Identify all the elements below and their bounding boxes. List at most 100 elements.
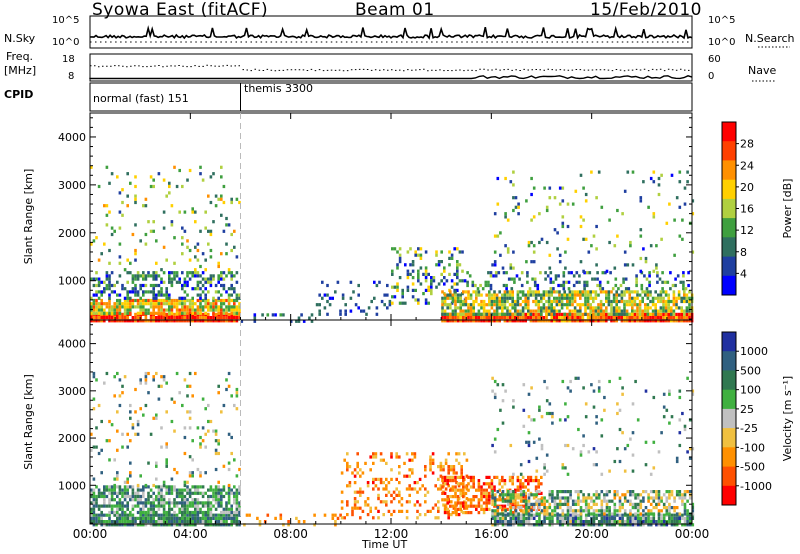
power-cell: [616, 234, 619, 238]
velocity-cell: [597, 389, 601, 393]
power-cell: [129, 261, 132, 265]
power-cell: [131, 298, 135, 303]
power-cell: [504, 215, 507, 219]
power-cell: [220, 274, 223, 278]
power-cell: [204, 302, 207, 306]
power-cell: [620, 316, 624, 320]
power-cell: [571, 202, 575, 206]
power-cell: [450, 256, 454, 260]
power-cell: [623, 303, 626, 307]
power-cell: [121, 305, 124, 309]
velocity-cell: [97, 488, 101, 492]
velocity-cell: [665, 523, 669, 527]
power-cell: [659, 309, 663, 313]
power-cell: [571, 290, 574, 294]
cpid-label: CPID: [4, 88, 34, 101]
velocity-cell: [543, 472, 546, 476]
power-cell: [498, 312, 501, 316]
velocity-cell: [207, 504, 210, 508]
power-cell: [414, 253, 417, 257]
power-cell: [411, 269, 415, 273]
power-cell: [201, 305, 205, 309]
power-cell: [566, 306, 569, 310]
power-cell: [196, 274, 200, 278]
velocity-cell: [147, 498, 150, 502]
power-cell: [204, 305, 207, 309]
velocity-cell: [126, 494, 129, 499]
power-cell: [607, 296, 611, 300]
velocity-cell: [678, 490, 682, 494]
velocity-cell: [629, 516, 632, 520]
velocity-cell: [501, 504, 504, 508]
power-cell: [583, 287, 586, 291]
velocity-cell: [597, 386, 601, 390]
power-cell: [589, 306, 592, 310]
velocity-cell: [540, 509, 544, 513]
power-cell: [598, 287, 602, 291]
power-cell: [643, 274, 646, 278]
velocity-cell: [162, 480, 166, 484]
power-cell: [556, 247, 559, 251]
velocity-cell: [113, 523, 116, 527]
power-cell: [584, 309, 587, 313]
velocity-cell: [152, 498, 155, 502]
power-cell: [536, 287, 540, 291]
power-cell: [469, 316, 473, 320]
power-cell: [136, 293, 140, 297]
power-cell: [633, 309, 637, 313]
power-cell: [168, 319, 171, 323]
power-cell: [560, 306, 564, 310]
power-cell: [212, 172, 215, 176]
velocity-cell: [97, 516, 101, 520]
velocity-cell: [495, 498, 499, 502]
power-cell: [563, 316, 566, 320]
power-cell: [581, 290, 585, 294]
velocity-cell: [451, 488, 455, 492]
velocity-cell: [566, 509, 570, 513]
velocity-cell: [488, 501, 491, 505]
velocity-cell: [472, 475, 475, 479]
velocity-cell: [527, 479, 530, 483]
power-cell: [648, 271, 651, 275]
power-cell: [209, 319, 213, 323]
power-cell: [615, 312, 618, 316]
power-cell: [623, 263, 627, 267]
velocity-cell: [618, 459, 622, 464]
velocity-cell: [460, 471, 463, 475]
power-cell: [530, 192, 533, 197]
power-cell: [567, 287, 571, 291]
velocity-cell: [136, 494, 140, 499]
power-cell: [675, 299, 678, 304]
power-cell: [222, 277, 226, 281]
power-cell: [498, 319, 501, 323]
power-cell: [183, 277, 187, 281]
power-cell: [683, 312, 686, 316]
power-cell: [516, 303, 520, 307]
power-cell: [235, 305, 239, 309]
velocity-cell: [121, 516, 124, 520]
velocity-cell: [424, 493, 427, 497]
power-cell: [432, 276, 436, 280]
power-cell: [168, 305, 171, 309]
power-cell: [230, 319, 233, 323]
velocity-cell: [196, 491, 200, 495]
power-cell: [463, 279, 467, 283]
velocity-cell: [558, 516, 562, 520]
power-cell: [105, 204, 109, 208]
velocity-cell: [364, 500, 367, 504]
power-cell: [170, 302, 174, 306]
velocity-cell: [157, 485, 161, 489]
power-cell: [639, 234, 643, 238]
power-cell: [573, 299, 577, 304]
power-cell: [178, 168, 181, 173]
power-cell: [121, 188, 124, 192]
velocity-cell: [608, 520, 611, 524]
velocity-cell: [584, 415, 588, 419]
velocity-cell: [512, 490, 515, 494]
power-cell: [222, 283, 226, 288]
velocity-cell: [157, 488, 161, 492]
power-cell: [605, 269, 609, 273]
power-cell: [212, 319, 215, 323]
velocity-cell: [467, 488, 470, 492]
velocity-cell: [634, 523, 637, 527]
